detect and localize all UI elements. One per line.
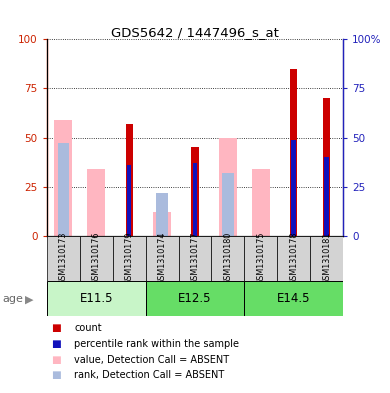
Text: ■: ■ <box>51 370 60 380</box>
Bar <box>127 165 131 236</box>
Bar <box>47 236 80 281</box>
Text: percentile rank within the sample: percentile rank within the sample <box>74 339 239 349</box>
Text: rank, Detection Call = ABSENT: rank, Detection Call = ABSENT <box>74 370 224 380</box>
Bar <box>324 157 329 236</box>
Text: GSM1310179: GSM1310179 <box>125 231 134 285</box>
Text: count: count <box>74 323 102 333</box>
Text: ▶: ▶ <box>25 295 33 305</box>
Text: E14.5: E14.5 <box>277 292 310 305</box>
Text: E11.5: E11.5 <box>80 292 113 305</box>
Bar <box>277 236 310 281</box>
Bar <box>126 124 133 236</box>
Bar <box>252 169 270 236</box>
Text: age: age <box>2 294 23 305</box>
Text: ■: ■ <box>51 339 60 349</box>
Bar <box>145 281 245 316</box>
Bar <box>47 281 145 316</box>
Bar <box>54 120 72 236</box>
Bar <box>87 169 105 236</box>
Bar <box>193 163 197 236</box>
Text: GSM1310176: GSM1310176 <box>92 232 101 285</box>
Text: ■: ■ <box>51 323 60 333</box>
Bar <box>290 69 298 236</box>
Bar <box>153 212 171 236</box>
Bar <box>145 236 179 281</box>
Bar <box>245 236 277 281</box>
Text: GSM1310178: GSM1310178 <box>289 232 298 285</box>
Text: GSM1310175: GSM1310175 <box>256 231 265 285</box>
Bar <box>211 236 245 281</box>
Text: GSM1310180: GSM1310180 <box>223 232 232 285</box>
Text: E12.5: E12.5 <box>178 292 212 305</box>
Bar <box>113 236 145 281</box>
Bar <box>323 98 330 236</box>
Text: value, Detection Call = ABSENT: value, Detection Call = ABSENT <box>74 354 229 365</box>
Bar <box>191 147 199 236</box>
Bar <box>80 236 113 281</box>
Bar <box>291 140 296 236</box>
Text: ■: ■ <box>51 354 60 365</box>
Text: GSM1310174: GSM1310174 <box>158 232 167 285</box>
Text: GSM1310173: GSM1310173 <box>59 232 68 285</box>
Bar <box>222 173 234 236</box>
Text: GSM1310181: GSM1310181 <box>322 232 331 285</box>
Bar <box>310 236 343 281</box>
Bar <box>219 138 237 236</box>
Bar <box>156 193 168 236</box>
Text: GSM1310177: GSM1310177 <box>190 231 200 285</box>
Bar <box>57 143 69 236</box>
Bar <box>179 236 211 281</box>
Bar <box>245 281 343 316</box>
Text: GDS5642 / 1447496_s_at: GDS5642 / 1447496_s_at <box>111 26 279 39</box>
